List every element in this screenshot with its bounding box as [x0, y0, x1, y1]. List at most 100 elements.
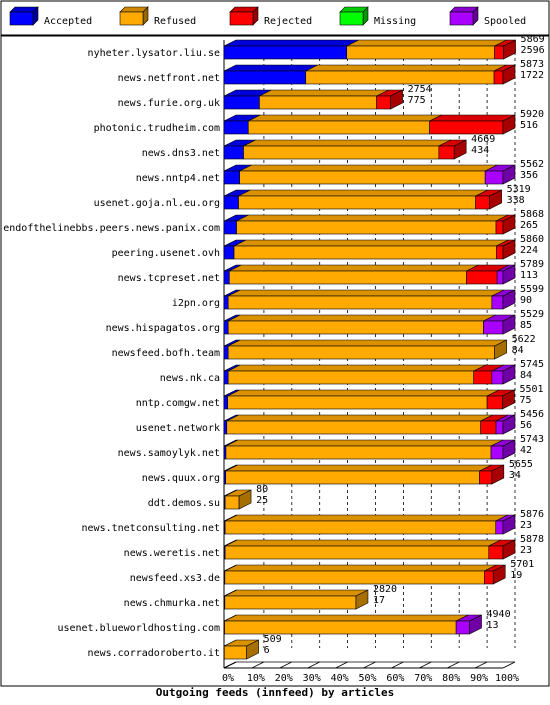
bar-front-face — [227, 320, 484, 335]
bar-side-face — [453, 139, 467, 160]
accepted-label: 2596 — [521, 45, 545, 56]
offered-label: 5743 — [520, 434, 544, 445]
bar-side-face — [502, 164, 516, 185]
category-label: nyheter.lysator.liu.se — [88, 48, 220, 59]
bar-segment-spooled — [455, 614, 482, 635]
bar-top-face — [228, 364, 486, 372]
legend-label: Refused — [154, 16, 196, 27]
accepted-label: 56 — [520, 420, 532, 431]
bar-segment-refused — [224, 539, 501, 560]
bar-side-face — [491, 464, 505, 485]
bar-side-face — [492, 564, 506, 585]
bar-segment-refused — [236, 214, 509, 235]
bar-segment-refused — [346, 39, 507, 60]
bar-front-face — [259, 95, 377, 110]
bar-segment-refused — [224, 614, 469, 635]
bar-segment-refused — [227, 314, 496, 335]
x-tick-mark — [447, 661, 460, 669]
category-labels: nyheter.lysator.liu.se news.netfront.net n… — [3, 48, 220, 659]
bar-front-face — [247, 120, 430, 135]
bar-top-face — [224, 539, 501, 547]
category-label: news.nk.ca — [160, 373, 220, 384]
offered-label: 5868 — [520, 209, 544, 220]
bar-front-face — [224, 595, 357, 610]
category-label: usenet.goja.nl.eu.org — [94, 198, 220, 209]
legend-swatch — [119, 11, 144, 26]
x-tick-label: 90% — [470, 673, 488, 684]
bar-top-face — [223, 39, 359, 47]
bar-front-face — [346, 45, 495, 60]
offered-label: 5745 — [520, 359, 544, 370]
bar-top-face — [227, 389, 500, 397]
offered-label: 509 — [264, 634, 282, 645]
bar-front-face — [484, 570, 494, 585]
offered-label: 5878 — [520, 534, 544, 545]
accepted-label: 265 — [520, 220, 538, 231]
category-label: newsfeed.xs3.de — [130, 573, 220, 584]
plot-frame — [0, 35, 550, 687]
bar-front-face — [236, 220, 497, 235]
bar-segment-rejected — [488, 539, 516, 560]
x-tick-label: 0% — [222, 673, 234, 684]
category-label: news.quux.org — [142, 473, 220, 484]
bar-row-news-corradoroberto-it — [223, 639, 259, 660]
category-label: nntp.comgw.net — [136, 398, 220, 409]
offered-label: 5599 — [520, 284, 544, 295]
legend-label: Spooled — [484, 16, 526, 27]
x-tick-mark — [279, 661, 292, 669]
legend-item-accepted: Accepted — [9, 6, 92, 27]
bar-top-face — [224, 589, 369, 597]
bar-front-face — [223, 95, 260, 110]
legend-item-refused: Refused — [119, 6, 196, 27]
legend: Accepted Refused Rejected Missing Spooled — [0, 0, 550, 36]
accepted-label: 224 — [520, 245, 538, 256]
bar-segment-refused — [225, 464, 492, 485]
legend-item-missing: Missing — [339, 6, 416, 27]
bar-row-usenet-blueworldhosting-com — [223, 614, 482, 635]
bar-front-face — [227, 395, 488, 410]
offered-label: 5920 — [520, 109, 544, 120]
bar-top-face — [225, 464, 492, 472]
accepted-label: 516 — [520, 120, 538, 131]
bar-front-face — [223, 420, 228, 435]
bar-segment-rejected — [438, 139, 467, 160]
accepted-label: 85 — [520, 320, 532, 331]
bar-segment-refused — [223, 639, 259, 660]
bar-front-face — [491, 370, 504, 385]
bar-top-face — [239, 164, 498, 172]
bar-front-face — [223, 120, 249, 135]
offered-label: 80 — [256, 484, 268, 495]
bar-top-face — [224, 564, 497, 572]
category-label: news.netfront.net — [118, 73, 220, 84]
bar-side-face — [502, 289, 516, 310]
bar-row-nyheter-lysator-liu-se — [223, 39, 516, 60]
bar-side-face — [502, 364, 516, 385]
category-label: ddt.demos.su — [148, 498, 220, 509]
bar-front-face — [429, 120, 504, 135]
bar-segment-rejected — [466, 264, 510, 285]
accepted-label: 84 — [512, 345, 524, 356]
accepted-label: 84 — [520, 370, 532, 381]
bar-front-face — [495, 220, 504, 235]
bar-front-face — [223, 270, 230, 285]
bar-side-face — [502, 64, 516, 85]
bar-top-face — [224, 614, 469, 622]
offered-label: 5319 — [507, 184, 531, 195]
bar-front-face — [227, 370, 475, 385]
x-axis-title: Outgoing feeds (innfeed) by articles — [156, 686, 394, 699]
bar-side-face — [489, 189, 502, 210]
bar-front-face — [225, 445, 492, 460]
category-label: news.tcpreset.net — [118, 273, 220, 284]
category-label: i2pn.org — [172, 298, 220, 309]
x-tick-mark — [419, 661, 432, 669]
x-tick-label: 60% — [386, 673, 404, 684]
bar-front-face — [223, 220, 237, 235]
bar-row-i2pn-org — [223, 289, 516, 310]
bar-front-face — [224, 570, 485, 585]
bar-row-peering-usenet-ovh — [223, 239, 516, 260]
bar-segment-spooled — [496, 264, 516, 285]
bar-front-face — [223, 370, 229, 385]
offered-label: 5655 — [509, 459, 533, 470]
